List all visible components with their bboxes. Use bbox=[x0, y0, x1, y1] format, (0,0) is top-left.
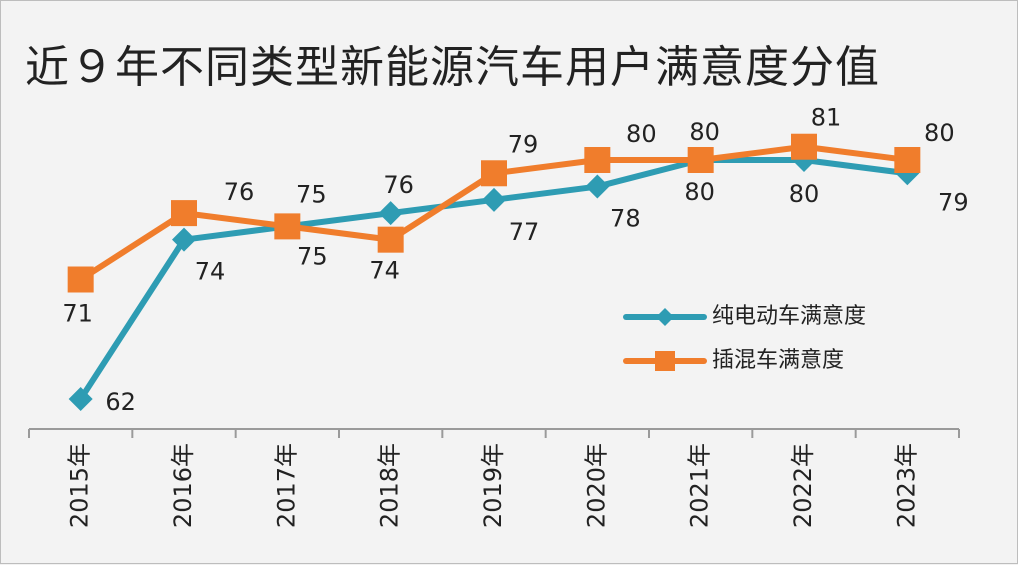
series-marker bbox=[481, 160, 507, 187]
x-tick-label: 2015年 bbox=[66, 443, 94, 528]
data-label: 80 bbox=[789, 180, 820, 208]
chart-title: 近９年不同类型新能源汽车用户满意度分值 bbox=[25, 42, 880, 93]
data-label: 77 bbox=[509, 218, 540, 246]
data-label: 71 bbox=[62, 300, 93, 328]
data-label: 80 bbox=[689, 118, 720, 146]
data-label: 76 bbox=[383, 171, 414, 199]
legend-label: 插混车满意度 bbox=[712, 348, 844, 373]
legend-marker bbox=[655, 351, 675, 371]
series-marker bbox=[274, 213, 301, 240]
data-label: 79 bbox=[508, 130, 539, 158]
series-marker bbox=[584, 147, 611, 173]
series-marker bbox=[378, 201, 403, 226]
data-label: 78 bbox=[610, 205, 641, 233]
series-marker bbox=[482, 187, 506, 212]
data-label: 74 bbox=[369, 257, 400, 285]
x-tick-label: 2020年 bbox=[582, 443, 610, 528]
data-label: 80 bbox=[684, 178, 715, 206]
x-tick-label: 2021年 bbox=[686, 443, 714, 528]
data-label: 76 bbox=[224, 178, 255, 206]
series-marker bbox=[894, 147, 921, 173]
x-tick-label: 2016年 bbox=[169, 443, 197, 528]
x-tick-label: 2019年 bbox=[479, 443, 507, 528]
legend-label: 纯电动车满意度 bbox=[712, 304, 866, 329]
series-marker bbox=[585, 174, 610, 199]
x-tick-label: 2023年 bbox=[892, 443, 920, 528]
data-label: 80 bbox=[626, 120, 657, 148]
x-tick-label: 2017年 bbox=[272, 443, 300, 528]
legend-marker bbox=[656, 308, 674, 326]
series-marker bbox=[67, 266, 94, 293]
data-label: 75 bbox=[297, 242, 328, 270]
data-label: 81 bbox=[811, 104, 842, 132]
data-label: 74 bbox=[195, 258, 226, 286]
data-label: 80 bbox=[924, 119, 955, 147]
x-tick-label: 2018年 bbox=[376, 443, 404, 528]
x-tick-label: 2022年 bbox=[789, 443, 817, 528]
series-marker bbox=[171, 200, 197, 227]
series-marker bbox=[687, 147, 714, 173]
series-marker bbox=[791, 133, 817, 160]
series-marker bbox=[172, 227, 196, 252]
data-label: 75 bbox=[296, 180, 327, 208]
series-marker bbox=[68, 387, 93, 411]
data-label: 79 bbox=[938, 188, 969, 216]
data-label: 62 bbox=[105, 388, 136, 416]
series-marker bbox=[377, 226, 404, 253]
